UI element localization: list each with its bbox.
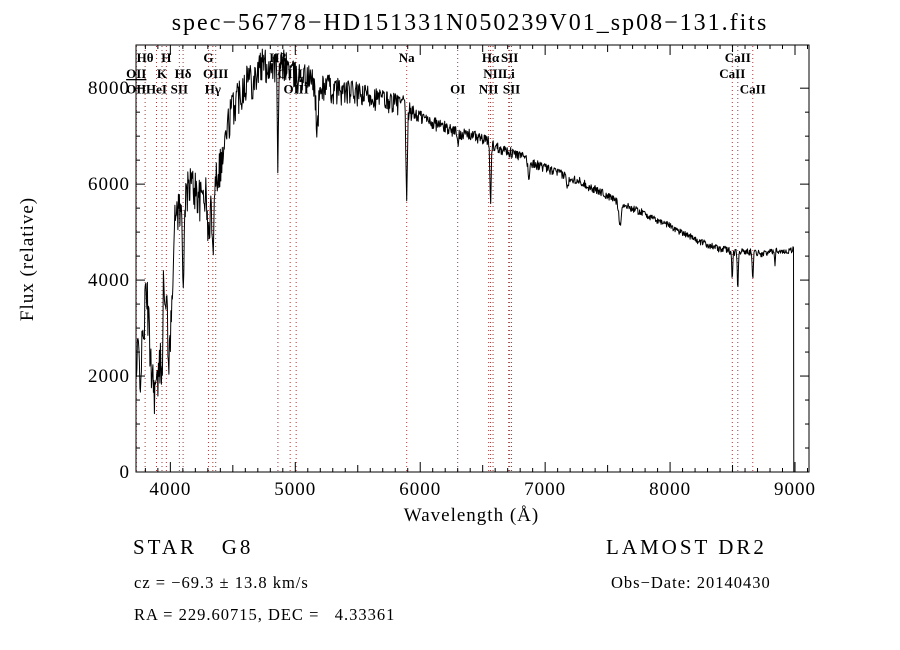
x-tick-label: 7000 — [524, 479, 566, 500]
spectral-line-label: OI — [450, 82, 465, 97]
spectral-line-label: SII — [501, 50, 518, 65]
y-tick-label: 0 — [120, 462, 131, 483]
spectral-line-label: SII — [503, 82, 520, 97]
spectral-line-label: Li — [503, 66, 516, 81]
spectral-line-label: H — [161, 50, 171, 65]
spectral-line-label: Hθ — [137, 50, 154, 65]
spectral-line-label: CaII — [740, 82, 766, 97]
spectral-line-label: CaII — [719, 66, 745, 81]
x-tick-label: 6000 — [399, 479, 441, 500]
spectral-line-label: SII — [171, 82, 188, 97]
y-tick-label: 6000 — [88, 174, 130, 195]
x-tick-label: 9000 — [774, 479, 816, 500]
spectral-line-label: NII — [479, 82, 499, 97]
y-tick-label: 4000 — [88, 270, 130, 291]
spectral-line-label: NII — [483, 66, 503, 81]
spectral-line-label: K — [157, 66, 168, 81]
spectral-line-label: OIII — [203, 66, 228, 81]
x-axis-label: Wavelength (Å) — [403, 505, 540, 526]
spectral-line-label: G — [203, 50, 213, 65]
cz-value: cz = −69.3 ± 13.8 km/s — [134, 573, 309, 592]
x-tick-label: 8000 — [649, 479, 691, 500]
obs-date: Obs−Date: 20140430 — [611, 573, 771, 592]
object-class-label: STAR G8 — [133, 535, 254, 559]
spectral-line-label: Hδ — [175, 66, 192, 81]
spectrum-curve — [135, 48, 795, 473]
spectral-line-label: Hα — [482, 50, 500, 65]
y-tick-label: 2000 — [88, 366, 130, 387]
survey-label: LAMOST DR2 — [606, 535, 767, 559]
x-tick-label: 5000 — [274, 479, 316, 500]
ra-dec: RA = 229.60715, DEC = 4.33361 — [134, 605, 396, 624]
spectral-line-label: CaII — [725, 50, 751, 65]
spectral-line-label: Na — [399, 50, 415, 65]
x-tick-label: 4000 — [149, 479, 191, 500]
spectral-line-label: HeI — [146, 82, 167, 97]
spectral-line-label: Hγ — [205, 82, 221, 97]
y-tick-label: 8000 — [88, 78, 130, 99]
plot-title: spec−56778−HD151331N050239V01_sp08−131.f… — [171, 10, 769, 36]
